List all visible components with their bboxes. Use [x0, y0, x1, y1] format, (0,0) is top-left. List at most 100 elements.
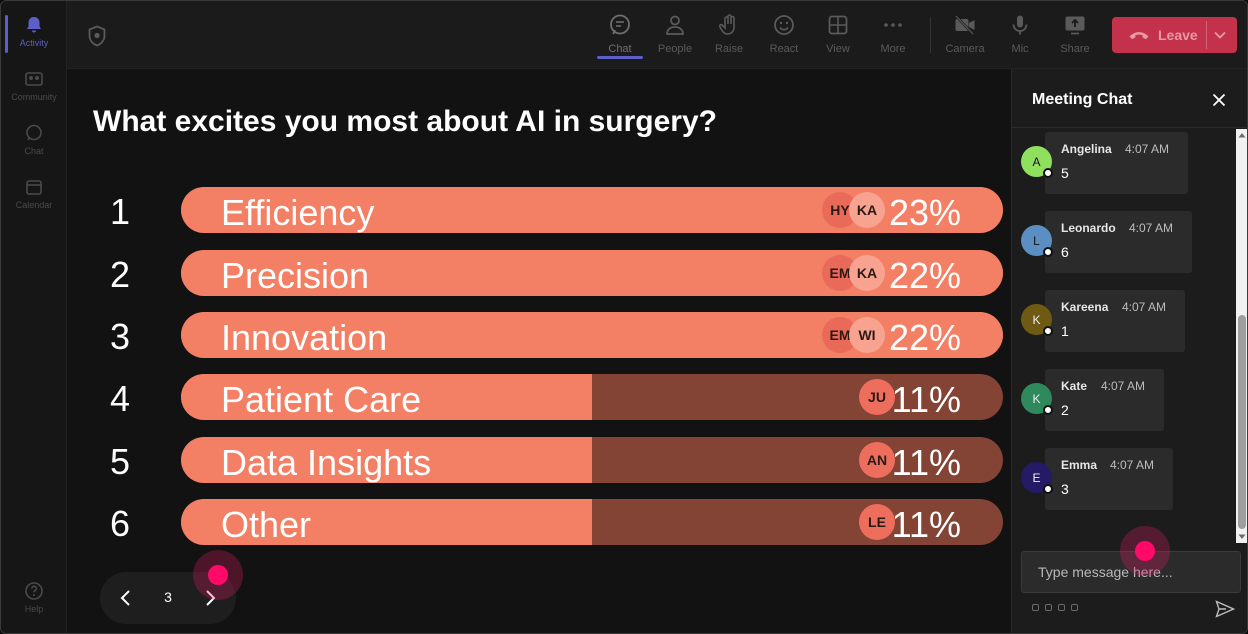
message-time: 4:07 AM	[1129, 221, 1174, 235]
chat-divider	[1012, 127, 1247, 128]
view-grid-icon	[828, 15, 848, 35]
poll-option: 4 Patient Care JU 11%	[67, 374, 1011, 422]
option-percent: 23%	[888, 192, 961, 233]
scroll-up-arrow-icon[interactable]	[1238, 131, 1246, 139]
rail-item-chat[interactable]: Chat	[1, 115, 67, 169]
option-bar: Data Insights AN 11%	[181, 437, 1003, 483]
help-icon	[25, 582, 43, 600]
rail-item-label: Help	[24, 604, 44, 614]
meeting-toolbar: Chat People Raise React View More Camera	[67, 1, 1247, 69]
option-bar-fill	[181, 499, 592, 545]
option-percent: 22%	[888, 255, 961, 296]
message-bubble: Kareena 4:07 AM 1	[1045, 290, 1185, 352]
option-percent: 11%	[891, 379, 961, 420]
scrollbar-thumb[interactable]	[1238, 315, 1246, 529]
community-icon	[25, 72, 43, 86]
toolbar-label: Chat	[608, 43, 632, 55]
send-icon[interactable]	[1215, 600, 1235, 618]
rail-item-help[interactable]: Help	[1, 573, 67, 627]
rail-item-community[interactable]: Community	[1, 61, 67, 115]
leave-divider	[1206, 21, 1207, 49]
option-percent: 22%	[888, 317, 961, 358]
message-text: 6	[1061, 244, 1069, 260]
message-bubble: Kate 4:07 AM 2	[1045, 369, 1164, 431]
format-icon[interactable]	[1032, 604, 1039, 611]
rail-item-label: Activity	[19, 38, 49, 48]
toolbar-people-button[interactable]: People	[650, 9, 700, 61]
people-icon	[666, 15, 684, 35]
message-text: 2	[1061, 402, 1069, 418]
format-toolbar	[1032, 604, 1078, 616]
toolbar-react-button[interactable]: React	[759, 9, 809, 61]
close-icon[interactable]	[1210, 91, 1228, 109]
message-time: 4:07 AM	[1101, 379, 1146, 393]
poll-results: What excites you most about AI in surger…	[67, 69, 1011, 633]
chat-title: Meeting Chat	[1032, 91, 1133, 108]
chat-message: Leonardo 4:07 AM 6 L	[1020, 211, 1192, 275]
chat-message-input[interactable]	[1021, 551, 1241, 593]
meeting-chat-panel: Meeting Chat Angelina 4:07 AM 5 A Leonar…	[1011, 69, 1247, 633]
emoji-icon[interactable]	[1058, 604, 1065, 611]
message-bubble: Emma 4:07 AM 3	[1045, 448, 1173, 510]
option-label: Data Insights	[221, 442, 432, 483]
chat-scrollbar[interactable]	[1236, 129, 1247, 543]
option-label: Other	[221, 504, 312, 545]
scroll-down-arrow-icon[interactable]	[1238, 533, 1246, 541]
raise-hand-icon	[718, 14, 735, 35]
message-text: 1	[1061, 323, 1069, 339]
voter-avatar: KA	[849, 192, 885, 228]
avatar: K	[1021, 383, 1053, 415]
poll-option: 2 Precision EM KA 22%	[67, 250, 1011, 298]
rail-item-label: Calendar	[15, 200, 53, 210]
option-label: Patient Care	[221, 379, 422, 420]
gif-icon[interactable]	[1071, 604, 1078, 611]
attach-icon[interactable]	[1045, 604, 1052, 611]
toolbar-label: Camera	[945, 43, 985, 55]
message-time: 4:07 AM	[1110, 458, 1155, 472]
poll-question: What excites you most about AI in surger…	[93, 105, 717, 138]
chevron-left-icon[interactable]	[116, 586, 136, 610]
toolbar-chat-button[interactable]: Chat	[595, 9, 645, 61]
leave-button[interactable]: Leave	[1112, 17, 1237, 53]
poll-option: 5 Data Insights AN 11%	[67, 437, 1011, 485]
toolbar-divider	[930, 17, 931, 53]
option-percent: 11%	[891, 504, 961, 545]
toolbar-raise-button[interactable]: Raise	[704, 9, 754, 61]
message-bubble: Leonardo 4:07 AM 6	[1045, 211, 1192, 273]
share-screen-icon	[1065, 16, 1085, 35]
message-author: Leonardo	[1061, 221, 1116, 235]
poll-option: 1 Efficiency HY KA 23%	[67, 187, 1011, 235]
react-smiley-icon	[774, 15, 794, 35]
message-author: Kate	[1061, 379, 1088, 393]
hang-up-icon	[1129, 32, 1149, 40]
chat-message: Emma 4:07 AM 3 E	[1020, 448, 1190, 512]
more-dots-icon	[884, 23, 902, 27]
toolbar-view-button[interactable]: View	[813, 9, 863, 61]
option-bar: Precision EM KA 22%	[181, 250, 1003, 296]
avatar: L	[1021, 225, 1053, 257]
option-rank: 5	[109, 441, 131, 482]
option-rank: 1	[109, 191, 131, 232]
voter-avatar: KA	[849, 255, 885, 291]
voter-avatar: JU	[859, 379, 895, 415]
rail-item-activity[interactable]: Activity	[1, 7, 67, 61]
option-label: Precision	[221, 255, 370, 296]
rail-item-label: Chat	[24, 146, 44, 156]
toolbar-mic-button[interactable]: Mic	[995, 9, 1045, 61]
shield-icon[interactable]	[87, 25, 107, 47]
rail-item-calendar[interactable]: Calendar	[1, 169, 67, 223]
option-rank: 4	[109, 378, 131, 419]
toolbar-more-button[interactable]: More	[868, 9, 918, 61]
toolbar-share-button[interactable]: Share	[1050, 9, 1100, 61]
voter-avatar: AN	[859, 442, 895, 478]
toolbar-label: View	[826, 43, 850, 55]
poll-option: 6 Other LE 11%	[67, 499, 1011, 547]
chevron-down-icon[interactable]	[1213, 28, 1227, 42]
toolbar-camera-button[interactable]: Camera	[940, 9, 990, 61]
option-percent: 11%	[891, 442, 961, 483]
message-bubble: Angelina 4:07 AM 5	[1045, 132, 1188, 194]
message-author: Emma	[1061, 458, 1098, 472]
option-bar: Efficiency HY KA 23%	[181, 187, 1003, 233]
chevron-right-icon[interactable]	[200, 586, 220, 610]
